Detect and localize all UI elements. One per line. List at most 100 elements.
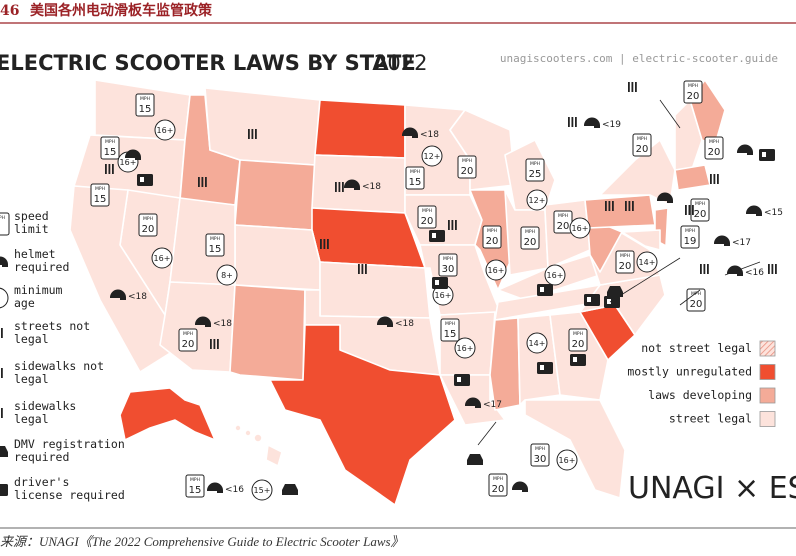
speed-unit: MPH: [688, 83, 698, 89]
sidewalk-icon: [255, 129, 257, 139]
speed-value: 15: [104, 147, 117, 158]
helmet-icon: [736, 144, 753, 155]
speed-sign: [525, 158, 545, 182]
age-value: 8+: [221, 271, 233, 280]
speed-sign: [683, 80, 703, 104]
map-title: ELECTRIC SCOOTER LAWS BY STATE: [0, 51, 416, 75]
license-icon: [570, 354, 586, 366]
sidewalk-icon: [1, 408, 3, 418]
helmet-icon: [464, 397, 481, 408]
speed-sign: [530, 443, 550, 467]
sidewalk-icon: [575, 117, 577, 127]
state: [269, 324, 456, 506]
speed-value: 15: [209, 244, 222, 255]
leader-line: [659, 99, 681, 129]
sidewalk-icon: [635, 82, 637, 92]
speed-unit: MPH: [140, 96, 150, 102]
helmet-age: <18: [362, 182, 381, 192]
speed-value: 15: [444, 329, 457, 340]
license-photo: [573, 357, 577, 362]
sidewalk-icon: [625, 201, 627, 211]
helmet-icon: [745, 205, 762, 216]
age-circle: [526, 189, 548, 211]
speed-unit: MPH: [190, 477, 200, 483]
license-icon: [137, 174, 153, 186]
age-value: 15+: [254, 486, 271, 495]
annotations: MPH 15 MPH 15 MPH 15 MPH 20 MPH 15 MPH 20 MPH 20 MPH 15…: [90, 80, 783, 501]
legend-label: minimum age: [14, 283, 63, 310]
speed-unit: MPH: [558, 213, 568, 219]
speed-sign: [680, 225, 700, 249]
speed-sign: [690, 198, 710, 222]
sidewalk-icon: [358, 264, 360, 274]
license-photo: [435, 280, 439, 285]
speed-sign: [135, 93, 155, 117]
legend-label: sidewalks legal: [14, 399, 76, 426]
state: [674, 164, 711, 191]
sidewalk-icon: [198, 177, 200, 187]
sidewalk-icon: [213, 339, 216, 349]
sidewalk-icon: [568, 117, 570, 127]
speed-value: 15: [139, 104, 152, 115]
helmet-icon: [376, 316, 393, 327]
speed-unit: MPH: [530, 161, 540, 167]
age-value: 16+: [157, 126, 174, 135]
helmet-age: <16: [745, 268, 764, 278]
status-label: not street legal: [641, 341, 752, 355]
sidewalk-icon: [1, 368, 3, 378]
state: [204, 87, 321, 166]
state: [314, 99, 406, 159]
sidewalk-icon: [700, 264, 702, 274]
helmet-age: <19: [602, 120, 621, 130]
helmet-icon: [124, 149, 141, 160]
status-swatch: [759, 364, 776, 380]
age-circle: [421, 145, 443, 167]
helmet-icon: [656, 192, 673, 203]
brand: UNAGI × ESG: [628, 471, 796, 506]
license-icon: [454, 374, 470, 386]
car-icon: [0, 446, 8, 457]
age-circle: [151, 247, 173, 269]
sidewalk-icon: [632, 201, 634, 211]
speed-value: 30: [442, 264, 455, 275]
speed-value: 25: [529, 169, 542, 180]
helmet-age: <18: [213, 319, 232, 329]
state: [234, 159, 316, 231]
license-photo: [587, 297, 591, 302]
page-number: 46: [0, 3, 19, 19]
sidewalk-icon: [688, 205, 691, 215]
sidewalk-icon: [692, 205, 694, 215]
state: [234, 424, 283, 467]
age-value: 16+: [154, 254, 171, 263]
status-legend: not street legal mostly unregulated laws d…: [627, 340, 776, 427]
speed-value: 15: [189, 485, 202, 496]
sidewalk-icon: [612, 201, 614, 211]
helmet-icon: [0, 256, 8, 267]
leader-line: [724, 261, 761, 276]
sidewalk-icon: [248, 129, 250, 139]
speed-sign: [405, 166, 425, 190]
speed-value: 20: [636, 144, 649, 155]
speed-unit: MPH: [143, 216, 153, 222]
helmet-icon: [726, 265, 743, 276]
state: [319, 261, 431, 319]
sidewalk-icon: [707, 264, 709, 274]
sidewalk-icon: [685, 205, 687, 215]
speed-value: 20: [461, 166, 474, 177]
sidewalk-icon: [205, 177, 207, 187]
age-value: 16+: [457, 344, 474, 353]
speed-value: 15: [409, 177, 422, 188]
license-icon: [537, 362, 553, 374]
legend-label: helmet required: [14, 247, 69, 274]
us-map: [69, 79, 726, 506]
sidewalk-icon: [210, 339, 212, 349]
legend-label: streets not legal: [14, 319, 90, 346]
speed-sign: [417, 205, 437, 229]
helmet-icon: [713, 235, 730, 246]
age-value: 16+: [547, 271, 564, 280]
speed-sign: [520, 226, 540, 250]
helmet-icon: [206, 482, 223, 493]
source-url: unagiscooters.com | electric-scooter.gui…: [500, 52, 778, 65]
leader-line: [679, 289, 701, 306]
